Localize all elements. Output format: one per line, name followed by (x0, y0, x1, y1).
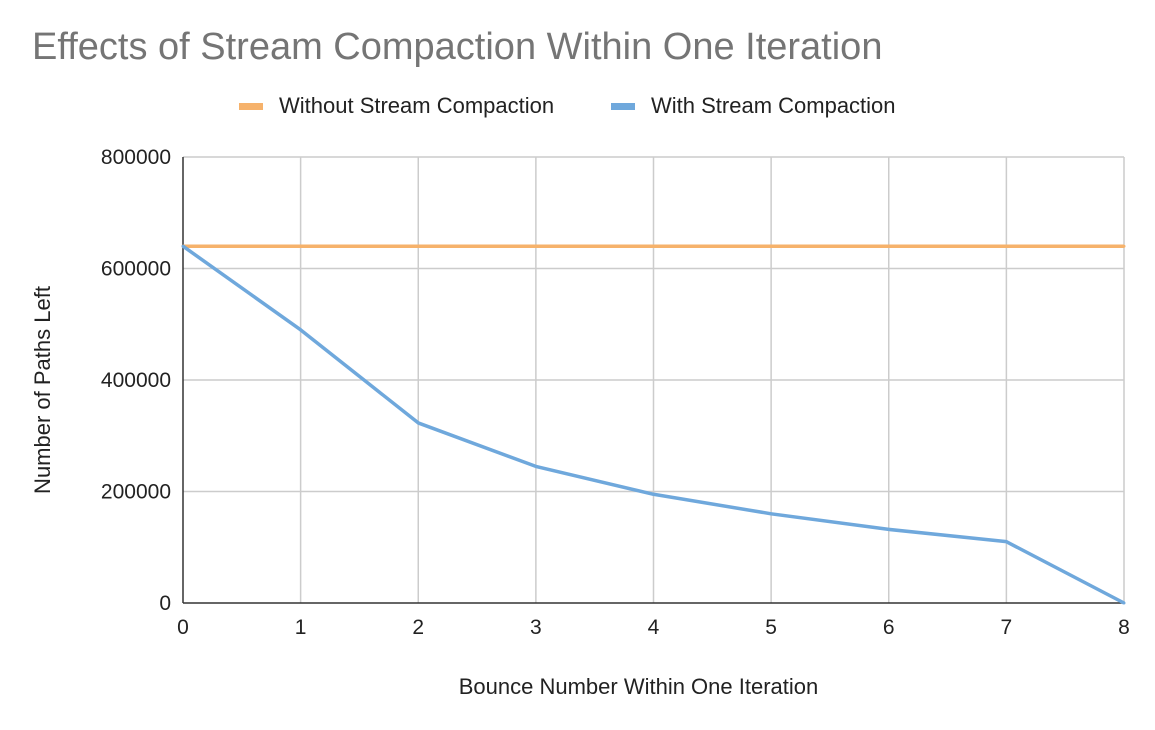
data-point-without-compaction (652, 244, 655, 248)
data-point-with-compaction (1004, 540, 1008, 544)
data-point-with-compaction (1122, 601, 1126, 605)
data-point-without-compaction (1004, 244, 1008, 248)
data-point-with-compaction (887, 527, 891, 531)
data-point-with-compaction (652, 492, 655, 496)
x-tick-label: 0 (177, 616, 189, 639)
chart-title: Effects of Stream Compaction Within One … (32, 26, 883, 68)
legend-item-with: With Stream Compaction (611, 93, 896, 119)
data-point-without-compaction (534, 244, 538, 248)
x-tick-label: 5 (765, 616, 777, 639)
y-tick-label: 200000 (101, 481, 171, 504)
data-point-with-compaction (534, 464, 538, 468)
legend-swatch-with (611, 102, 635, 110)
y-tick-label: 800000 (101, 146, 171, 169)
data-point-without-compaction (416, 244, 420, 248)
legend-item-without: Without Stream Compaction (239, 93, 554, 119)
data-point-without-compaction (299, 244, 303, 248)
y-tick-label: 0 (159, 592, 171, 615)
series-lines (181, 244, 1126, 605)
data-point-with-compaction (769, 512, 773, 516)
legend-swatch-without (239, 102, 263, 110)
axes (182, 157, 1124, 604)
x-tick-label: 1 (295, 616, 307, 639)
y-axis-title: Number of Paths Left (30, 286, 55, 494)
x-tick-label: 4 (648, 616, 660, 639)
x-tick-label: 8 (1118, 616, 1130, 639)
data-point-without-compaction (1122, 244, 1126, 248)
x-tick-label: 2 (412, 616, 424, 639)
data-point-with-compaction (181, 244, 185, 248)
x-tick-label: 3 (530, 616, 542, 639)
data-point-without-compaction (769, 244, 773, 248)
data-point-without-compaction (887, 244, 891, 248)
x-axis-title: Bounce Number Within One Iteration (459, 674, 819, 699)
data-point-with-compaction (416, 421, 420, 425)
x-tick-label: 7 (1001, 616, 1013, 639)
legend-label-with: With Stream Compaction (651, 93, 896, 118)
x-tick-label: 6 (883, 616, 895, 639)
y-tick-label: 400000 (101, 369, 171, 392)
legend: Without Stream Compaction With Stream Co… (0, 93, 1155, 121)
y-tick-label: 600000 (101, 258, 171, 281)
grid (183, 156, 1125, 603)
tick-labels: 0 200000 400000 600000 800000 0 1 2 3 4 5 6 7 8 (101, 146, 1130, 639)
data-point-with-compaction (299, 328, 303, 332)
legend-label-without: Without Stream Compaction (279, 93, 555, 118)
